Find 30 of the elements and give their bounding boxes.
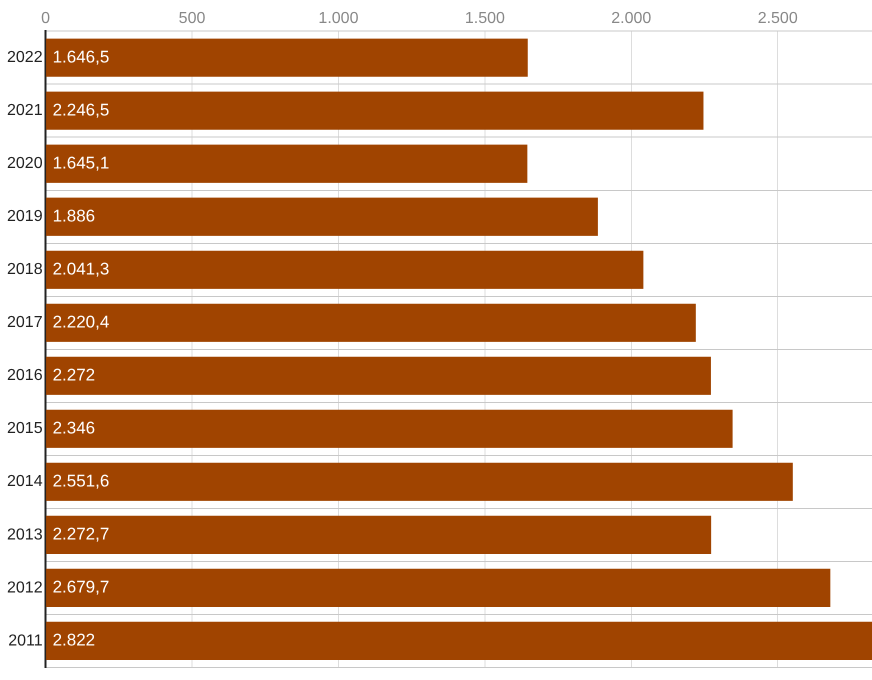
data-label: 2.346 — [52, 418, 96, 438]
y-tick-label: 2016 — [7, 367, 43, 384]
y-tick-label: 2011 — [8, 632, 43, 650]
y-tick-label: 2013 — [7, 526, 43, 544]
y-tick-label: 2020 — [7, 155, 43, 172]
x-tick-label: 0 — [41, 10, 50, 28]
y-tick-label: 2012 — [7, 579, 43, 596]
x-tick-label: 500 — [178, 10, 206, 28]
data-label: 2.220,4 — [52, 312, 110, 332]
x-tick-label: 1.500 — [464, 10, 505, 28]
y-tick-label: 2021 — [7, 102, 43, 120]
y-tick-label: 2019 — [7, 208, 43, 226]
y-tick-label: 2022 — [7, 49, 43, 66]
y-tick-label: 2014 — [7, 473, 43, 490]
data-label: 1.646,5 — [52, 47, 110, 66]
data-label: 2.272,7 — [52, 524, 110, 544]
data-label: 1.645,1 — [52, 153, 110, 172]
x-tick-label: 2.000 — [611, 10, 652, 28]
data-label: 1.886 — [52, 206, 96, 226]
y-tick-label: 2015 — [7, 420, 43, 438]
data-label: 2.041,3 — [52, 259, 110, 278]
data-label: 2.822 — [52, 630, 96, 650]
y-tick-label: 2018 — [7, 261, 43, 278]
x-tick-label: 2.500 — [758, 10, 798, 28]
data-label: 2.551,6 — [52, 472, 110, 491]
x-tick-label: 1.000 — [318, 10, 359, 28]
data-label: 2.272 — [52, 365, 96, 384]
y-tick-label: 2017 — [7, 314, 43, 332]
data-label: 2.246,5 — [52, 100, 110, 120]
data-label: 2.679,7 — [52, 578, 110, 597]
